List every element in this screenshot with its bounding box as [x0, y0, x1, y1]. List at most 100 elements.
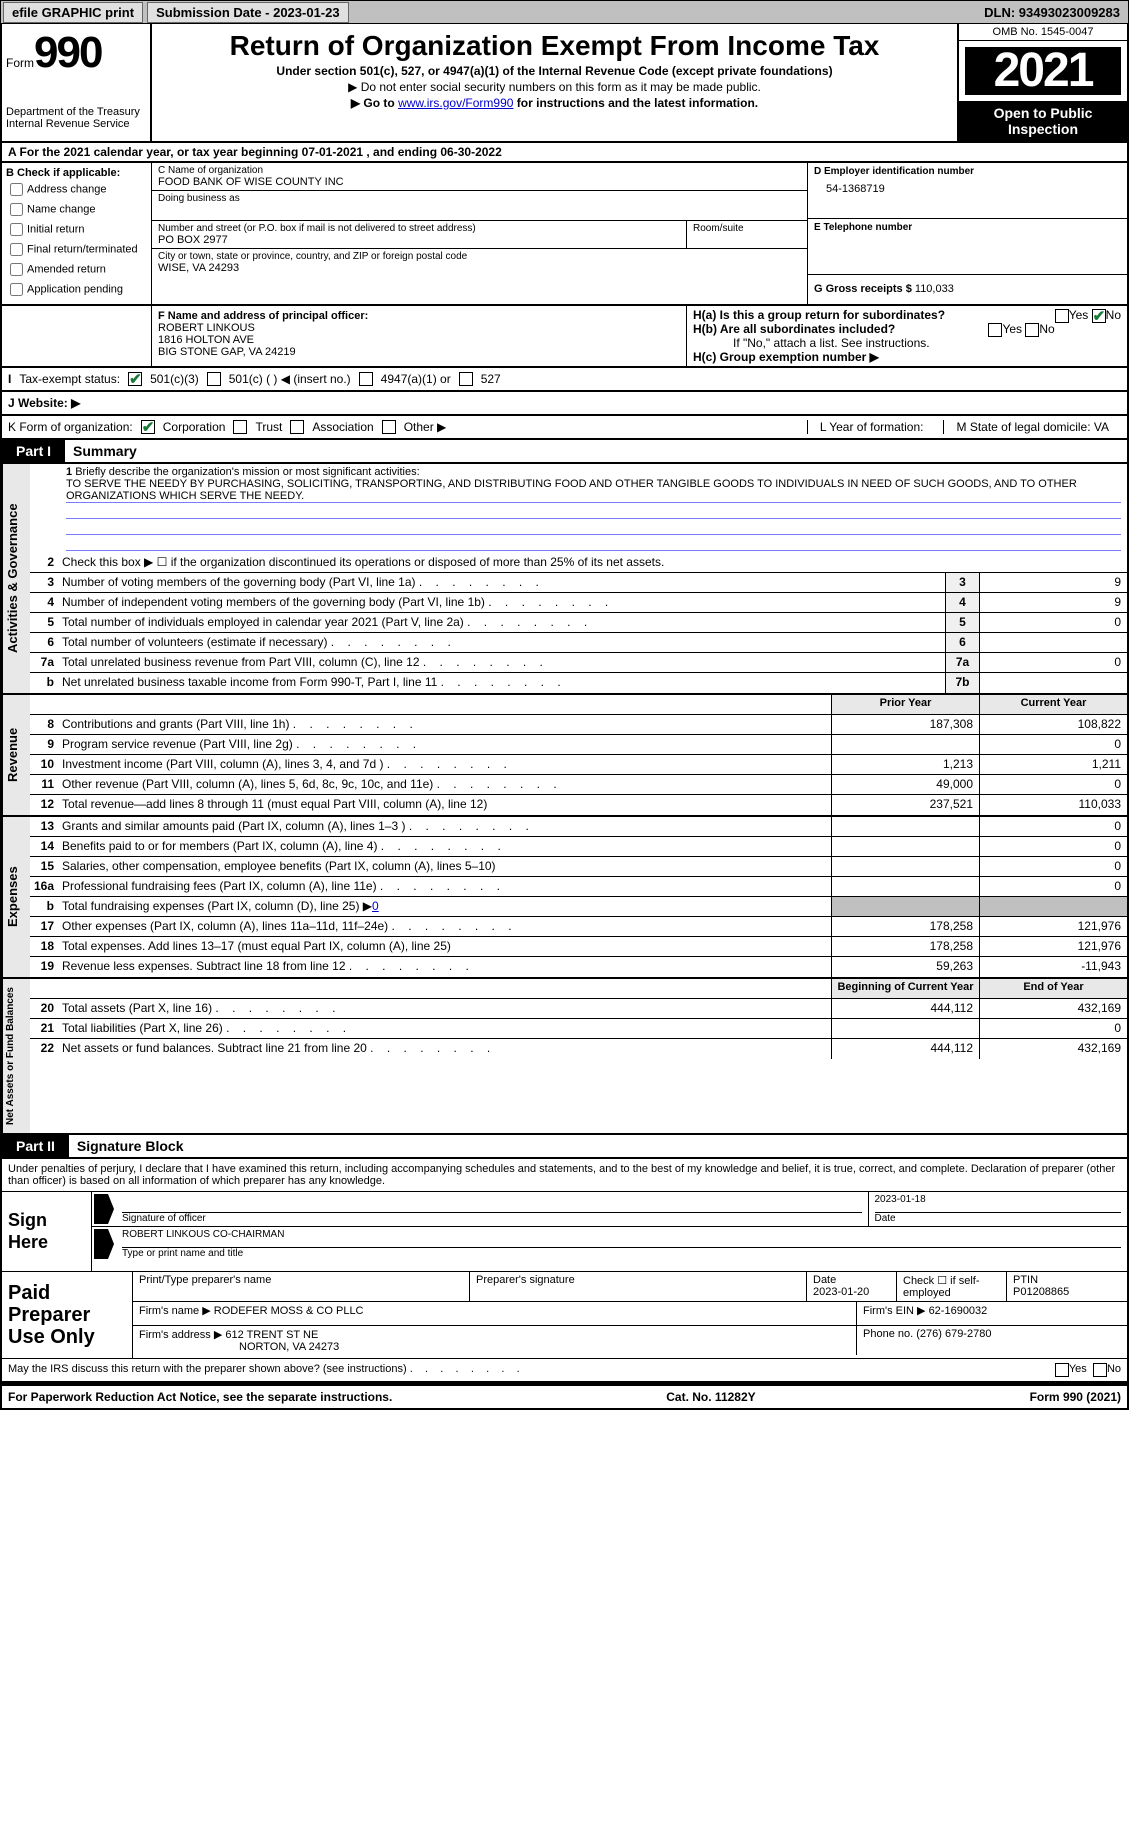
part1-title: Summary	[65, 440, 145, 462]
527-checkbox[interactable]	[459, 372, 473, 386]
ein-label: D Employer identification number	[814, 166, 974, 177]
vtab-revenue: Revenue	[2, 695, 30, 815]
line-7a: Total unrelated business revenue from Pa…	[58, 653, 945, 672]
hb-yes-checkbox[interactable]	[988, 323, 1002, 337]
hb-note: If "No," attach a list. See instructions…	[693, 336, 1121, 350]
subtitle-2: ▶ Do not enter social security numbers o…	[160, 80, 949, 94]
p13	[831, 817, 979, 836]
check-name-change[interactable]: Name change	[6, 200, 147, 219]
subtitle-3: ▶ Go to www.irs.gov/Form990 for instruct…	[160, 96, 949, 110]
line-9: Program service revenue (Part VIII, line…	[58, 735, 831, 754]
check-application-pending[interactable]: Application pending	[6, 280, 147, 299]
firmname-value: RODEFER MOSS & CO PLLC	[214, 1305, 364, 1317]
check-address-change[interactable]: Address change	[6, 180, 147, 199]
opt-trust: Trust	[255, 420, 282, 434]
form-header: Form990 Department of the Treasury Inter…	[0, 24, 1129, 143]
501c3-checkbox[interactable]	[128, 372, 142, 386]
line-21: Total liabilities (Part X, line 26)	[58, 1019, 831, 1038]
tax-status-label: Tax-exempt status:	[19, 372, 120, 386]
ha-label: H(a) Is this a group return for subordin…	[693, 308, 945, 322]
p19: 59,263	[831, 957, 979, 977]
no-label-2: No	[1039, 322, 1054, 336]
opt-4947: 4947(a)(1) or	[381, 372, 451, 386]
head-curr: Current Year	[979, 695, 1127, 714]
opt-501c: 501(c) ( ) ◀ (insert no.)	[229, 372, 351, 386]
goto-prefix: ▶ Go to	[351, 96, 398, 110]
c20: 432,169	[979, 999, 1127, 1018]
c11: 0	[979, 775, 1127, 794]
mission-text: TO SERVE THE NEEDY BY PURCHASING, SOLICI…	[66, 478, 1121, 503]
pdate-label: Date	[813, 1274, 890, 1286]
ha-no-checkbox[interactable]	[1092, 309, 1106, 323]
line-18: Total expenses. Add lines 13–17 (must eq…	[58, 937, 831, 956]
p16a	[831, 877, 979, 896]
p8: 187,308	[831, 715, 979, 734]
l-label: L Year of formation:	[807, 420, 936, 434]
efile-print-button[interactable]: efile GRAPHIC print	[3, 2, 143, 23]
firmname-label: Firm's name ▶	[139, 1305, 211, 1317]
assoc-checkbox[interactable]	[290, 420, 304, 434]
corp-checkbox[interactable]	[141, 420, 155, 434]
c8: 108,822	[979, 715, 1127, 734]
open-inspection: Open to Public Inspection	[959, 101, 1127, 141]
p9	[831, 735, 979, 754]
sig-date-label: Date	[875, 1212, 1122, 1224]
officer-label: F Name and address of principal officer:	[158, 310, 680, 322]
p15	[831, 857, 979, 876]
fundraising-link[interactable]: 0	[372, 899, 379, 913]
irs-link[interactable]: www.irs.gov/Form990	[398, 96, 513, 110]
omb-number: OMB No. 1545-0047	[959, 24, 1127, 41]
sign-here-label: Sign Here	[2, 1192, 92, 1271]
line-8: Contributions and grants (Part VIII, lin…	[58, 715, 831, 734]
part-1-header: Part I Summary	[0, 440, 1129, 464]
line-11: Other revenue (Part VIII, column (A), li…	[58, 775, 831, 794]
line-4: Number of independent voting members of …	[58, 593, 945, 612]
val-4: 9	[979, 593, 1127, 612]
page-footer: For Paperwork Reduction Act Notice, see …	[0, 1383, 1129, 1410]
4947-checkbox[interactable]	[359, 372, 373, 386]
form-title: Return of Organization Exempt From Incom…	[160, 30, 949, 62]
check-initial-return[interactable]: Initial return	[6, 220, 147, 239]
hc-label: H(c) Group exemption number ▶	[693, 350, 879, 364]
check-amended[interactable]: Amended return	[6, 260, 147, 279]
may-yes-checkbox[interactable]	[1055, 1363, 1069, 1377]
c16a: 0	[979, 877, 1127, 896]
p21	[831, 1019, 979, 1038]
p10: 1,213	[831, 755, 979, 774]
part1-tab: Part I	[2, 440, 65, 462]
check-final-return[interactable]: Final return/terminated	[6, 240, 147, 259]
ein-value: 54-1368719	[814, 177, 1121, 201]
ha-yes-checkbox[interactable]	[1055, 309, 1069, 323]
c17: 121,976	[979, 917, 1127, 936]
line-7b: Net unrelated business taxable income fr…	[58, 673, 945, 693]
501c-checkbox[interactable]	[207, 372, 221, 386]
part-2-header: Part II Signature Block	[0, 1135, 1129, 1159]
vtab-governance: Activities & Governance	[2, 464, 30, 693]
pcheck-label: Check ☐ if self-employed	[903, 1274, 1000, 1299]
may-no-checkbox[interactable]	[1093, 1363, 1107, 1377]
c14: 0	[979, 837, 1127, 856]
gross-receipts-value: 110,033	[915, 283, 954, 295]
head-prior: Prior Year	[831, 695, 979, 714]
p14	[831, 837, 979, 856]
vtab-expenses: Expenses	[2, 817, 30, 977]
hb-no-checkbox[interactable]	[1025, 323, 1039, 337]
officer-addr2: BIG STONE GAP, VA 24219	[158, 346, 680, 358]
k-label: K Form of organization:	[8, 420, 133, 434]
c22: 432,169	[979, 1039, 1127, 1059]
vtab-netassets: Net Assets or Fund Balances	[2, 979, 30, 1133]
firmphone-label: Phone no.	[863, 1328, 913, 1340]
gross-receipts-label: G Gross receipts $	[814, 283, 912, 295]
line-17: Other expenses (Part IX, column (A), lin…	[58, 917, 831, 936]
opt-corp: Corporation	[163, 420, 226, 434]
form-word: Form	[6, 56, 34, 70]
sig-name-label: Type or print name and title	[122, 1247, 1121, 1259]
firmein-value: 62-1690032	[929, 1305, 988, 1317]
ptin-label: PTIN	[1013, 1274, 1121, 1286]
opt-other: Other ▶	[404, 420, 447, 434]
submission-date-button[interactable]: Submission Date - 2023-01-23	[147, 2, 349, 23]
trust-checkbox[interactable]	[233, 420, 247, 434]
other-checkbox[interactable]	[382, 420, 396, 434]
may-no: No	[1107, 1363, 1121, 1377]
tax-year: 2021	[959, 41, 1127, 101]
